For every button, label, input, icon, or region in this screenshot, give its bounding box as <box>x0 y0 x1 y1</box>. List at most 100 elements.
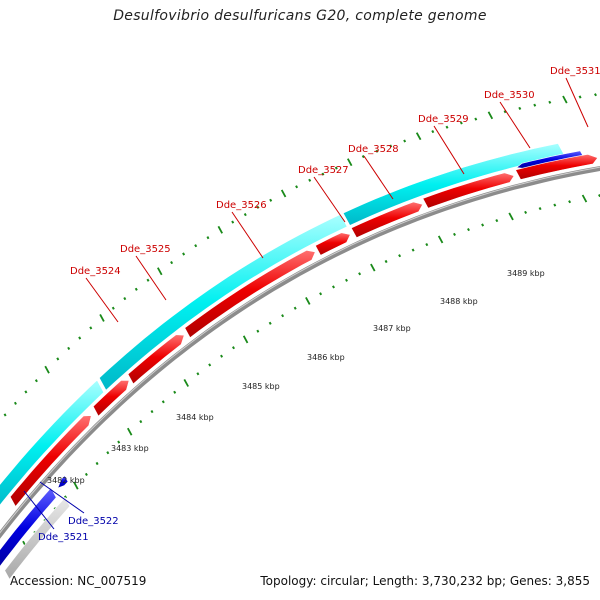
gene-label-dde-3529: Dde_3529 <box>418 114 469 125</box>
tick-mark <box>123 297 127 301</box>
genome-summary: Topology: circular; Length: 3,730,232 bp… <box>260 574 590 588</box>
tick-mark <box>581 194 588 203</box>
tick-mark <box>578 95 582 99</box>
tick-mark <box>64 495 67 499</box>
tick-mark <box>474 117 478 121</box>
tick-mark <box>34 379 38 383</box>
tick-mark <box>217 225 223 234</box>
tick-mark <box>370 263 376 272</box>
label-leader <box>231 211 264 259</box>
tick-mark <box>269 198 273 202</box>
tick-mark <box>431 130 435 134</box>
tick-mark <box>44 365 50 374</box>
gene-label-dde-3531: Dde_3531 <box>550 66 600 77</box>
forward-gene <box>127 334 185 385</box>
cds-feature <box>0 379 105 506</box>
tick-mark <box>503 110 507 114</box>
gene-label-dde-3528: Dde_3528 <box>348 144 399 155</box>
forward-gene <box>9 415 92 507</box>
tick-mark <box>106 451 110 455</box>
tick-mark <box>56 357 60 361</box>
tick-mark <box>99 313 105 322</box>
tick-mark <box>508 212 514 221</box>
tick-mark <box>459 121 463 125</box>
tick-mark <box>268 321 272 325</box>
map-title: Desulfovibrio desulfuricans G20, complet… <box>113 8 487 24</box>
tick-mark <box>157 267 163 276</box>
label-leader <box>565 77 589 128</box>
tick-mark <box>481 223 485 227</box>
tick-mark <box>24 390 28 394</box>
tick-mark <box>305 296 311 305</box>
tick-mark <box>161 400 165 404</box>
gene-label-dde-3524: Dde_3524 <box>70 266 121 277</box>
tick-mark <box>89 326 93 330</box>
tick-mark <box>256 329 260 333</box>
pseudo-feature <box>4 496 71 580</box>
tick-mark <box>196 372 200 376</box>
gene-label-dde-3525: Dde_3525 <box>120 244 171 255</box>
tick-mark <box>562 95 568 104</box>
tick-mark <box>361 155 365 159</box>
tick-mark <box>117 440 121 444</box>
reverse-gene <box>57 474 69 489</box>
label-leader <box>363 155 394 200</box>
label-leader <box>85 277 119 323</box>
forward-gene <box>314 232 351 256</box>
tick-mark <box>332 285 335 289</box>
tick-mark <box>139 420 143 424</box>
tick-mark <box>321 172 325 176</box>
tick-mark <box>84 472 88 476</box>
label-leader <box>433 125 465 175</box>
tick-mark <box>347 158 353 167</box>
tick-mark <box>146 278 150 282</box>
tick-mark <box>295 185 299 189</box>
tick-mark <box>358 272 362 276</box>
tick-mark <box>334 166 338 170</box>
tick-mark <box>134 287 138 291</box>
label-leader <box>135 255 167 301</box>
tick-mark <box>220 354 223 358</box>
tick-mark <box>467 228 470 232</box>
forward-gene <box>184 249 316 339</box>
tick-mark <box>437 235 444 244</box>
tick-mark <box>594 93 597 97</box>
tick-mark <box>150 410 154 414</box>
tick-mark <box>568 200 572 204</box>
tick-mark <box>232 346 235 350</box>
backbone-highlight <box>0 166 600 534</box>
tick-mark <box>256 205 260 209</box>
tick-mark <box>398 254 402 258</box>
tick-mark <box>403 139 407 143</box>
forward-gene <box>350 201 424 239</box>
tick-mark <box>231 220 235 224</box>
tick-mark <box>67 346 71 350</box>
tick-mark <box>183 378 189 387</box>
reverse-gene <box>0 487 57 567</box>
gene-label-dde-3527: Dde_3527 <box>298 165 349 176</box>
tick-mark <box>389 144 393 148</box>
tick-mark <box>518 106 522 110</box>
tick-mark <box>127 427 133 436</box>
tick-mark <box>280 189 287 198</box>
backbone-line <box>0 165 600 539</box>
tick-mark <box>111 306 115 310</box>
label-leader <box>313 176 346 223</box>
tick-mark <box>487 111 494 120</box>
gene-label-dde-3530: Dde_3530 <box>484 90 535 101</box>
tick-mark <box>242 335 249 344</box>
accession-label: Accession: NC_007519 <box>10 574 147 588</box>
gene-label-dde-3522: Dde_3522 <box>68 516 119 527</box>
forward-gene <box>92 380 130 417</box>
tick-mark <box>73 481 79 490</box>
forward-gene <box>515 153 599 180</box>
backbone-track <box>0 165 600 539</box>
tick-mark <box>78 336 82 340</box>
tick-mark <box>415 132 422 141</box>
gene-label-dde-3521: Dde_3521 <box>38 532 89 543</box>
scale-label: 3485 kbp <box>242 382 280 391</box>
tick-mark <box>194 244 198 248</box>
tick-mark <box>375 149 379 153</box>
scale-label: 3488 kbp <box>440 297 478 306</box>
